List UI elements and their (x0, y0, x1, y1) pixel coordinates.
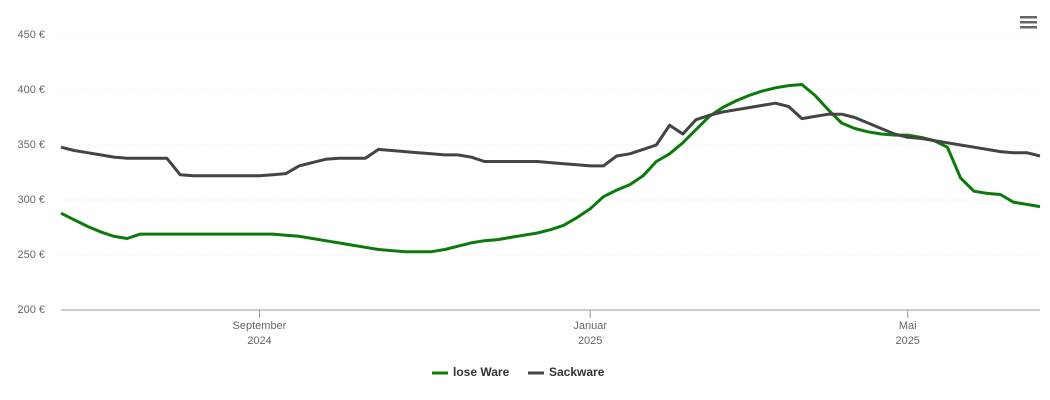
x-tick-label: Januar (573, 320, 607, 332)
y-tick-label: 300 € (17, 194, 45, 206)
y-tick-label: 200 € (17, 304, 45, 316)
legend-item: Sackware (528, 365, 605, 379)
x-tick-label: September (233, 320, 287, 332)
y-tick-label: 400 € (17, 84, 45, 96)
legend-label: Sackware (549, 365, 605, 379)
menu-bar (1020, 26, 1037, 29)
menu-icon[interactable] (1020, 16, 1037, 29)
menu-bar (1020, 16, 1037, 19)
x-tick-label: Mai (899, 320, 917, 332)
menu-bar (1020, 21, 1037, 24)
series-line (60, 101, 1041, 178)
series-line (60, 83, 1041, 254)
legend-label: lose Ware (453, 365, 510, 379)
x-tick-label: 2024 (247, 335, 271, 347)
x-tick-label: 2025 (895, 335, 919, 347)
y-tick-label: 250 € (17, 249, 45, 261)
legend-item: lose Ware (432, 365, 510, 379)
y-tick-label: 350 € (17, 139, 45, 151)
x-tick-label: 2025 (578, 335, 602, 347)
y-tick-label: 450 € (17, 29, 45, 41)
